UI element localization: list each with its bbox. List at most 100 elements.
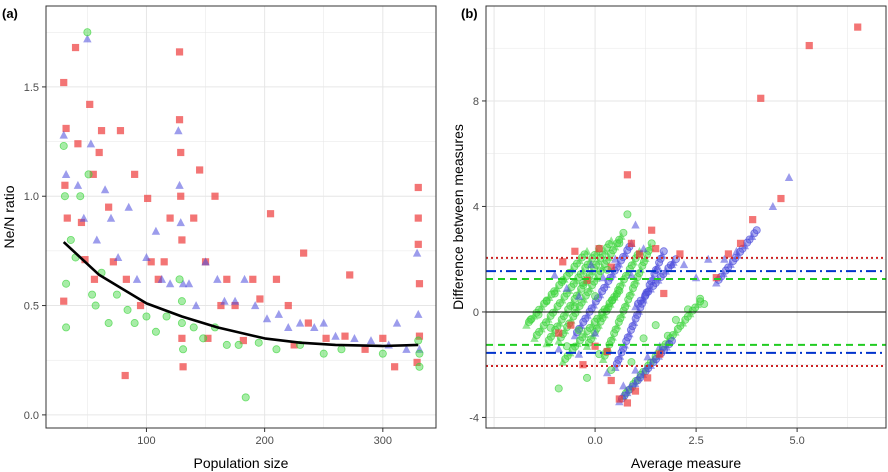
triangle-point bbox=[174, 126, 183, 135]
square-point bbox=[571, 247, 579, 255]
circle-point bbox=[627, 358, 636, 367]
circle-point bbox=[76, 192, 85, 201]
square-point bbox=[204, 334, 212, 342]
triangle-point bbox=[213, 274, 222, 283]
circle-point bbox=[112, 290, 121, 299]
square-point bbox=[391, 363, 399, 371]
circle-point bbox=[123, 305, 132, 314]
triangle-point bbox=[274, 309, 284, 318]
band-point bbox=[615, 286, 624, 295]
y-tick-label: 4 bbox=[473, 201, 479, 213]
circle-point bbox=[175, 275, 184, 284]
circle-point bbox=[222, 340, 231, 349]
square-point bbox=[300, 249, 308, 257]
circle-point bbox=[84, 170, 93, 179]
triangle-point bbox=[704, 254, 713, 263]
triangle-point bbox=[331, 331, 340, 340]
square-point bbox=[86, 100, 94, 108]
triangle-point bbox=[402, 344, 411, 353]
square-point bbox=[712, 274, 720, 282]
triangle-point bbox=[590, 328, 600, 337]
circle-point bbox=[700, 300, 709, 309]
square-point bbox=[623, 171, 632, 179]
square-point bbox=[272, 275, 281, 283]
square-point bbox=[71, 43, 80, 52]
square-point bbox=[63, 214, 71, 222]
circle-point bbox=[378, 349, 387, 358]
x-tick-label: 2.5 bbox=[688, 435, 703, 447]
triangle-point bbox=[667, 260, 677, 269]
square-point bbox=[147, 258, 155, 266]
triangle-point bbox=[562, 283, 572, 292]
square-point bbox=[239, 336, 247, 345]
plot-area-a bbox=[46, 6, 436, 428]
triangle-point bbox=[73, 180, 83, 189]
square-point bbox=[160, 258, 168, 266]
circle-point bbox=[130, 319, 139, 328]
band-point bbox=[649, 358, 658, 367]
square-point bbox=[256, 295, 264, 303]
circle-point bbox=[583, 373, 592, 382]
triangle-point bbox=[100, 185, 110, 194]
square-point bbox=[116, 127, 125, 135]
square-point bbox=[81, 256, 89, 264]
square-point bbox=[77, 218, 86, 227]
circle-point bbox=[62, 279, 71, 288]
x-tick-label: 100 bbox=[137, 435, 155, 447]
panel-a: 100 200 300 0.0 0.5 1.0 1.5 (a) Population siz… bbox=[1, 5, 437, 471]
triangle-point bbox=[86, 139, 96, 148]
triangle-point bbox=[175, 180, 184, 189]
square-point bbox=[676, 250, 684, 258]
triangle-point bbox=[643, 352, 652, 361]
circle-point bbox=[319, 349, 328, 358]
square-point bbox=[178, 334, 186, 342]
panel-label-b: (b) bbox=[461, 6, 478, 21]
circle-point bbox=[696, 294, 705, 303]
circle-point bbox=[684, 305, 693, 314]
triangle-point bbox=[768, 202, 778, 211]
triangle-point bbox=[412, 248, 422, 257]
square-point bbox=[603, 347, 611, 356]
circle-point bbox=[177, 319, 186, 328]
circle-point bbox=[550, 289, 559, 298]
circle-point bbox=[337, 345, 346, 354]
triangle-point bbox=[611, 254, 620, 263]
y-tick-label: 0.0 bbox=[24, 410, 39, 422]
triangle-point bbox=[262, 314, 272, 323]
square-point bbox=[179, 363, 187, 371]
square-point bbox=[266, 210, 275, 218]
triangle-point bbox=[113, 253, 123, 262]
square-point bbox=[61, 181, 69, 189]
triangle-point bbox=[574, 349, 584, 358]
circle-point bbox=[88, 290, 97, 299]
band-point bbox=[619, 228, 628, 237]
circle-point bbox=[534, 310, 543, 319]
square-point bbox=[736, 239, 745, 247]
triangle-point bbox=[142, 253, 151, 262]
square-point bbox=[97, 127, 106, 135]
triangle-point bbox=[250, 301, 260, 310]
square-point bbox=[190, 214, 198, 222]
y-tick-label: 1.5 bbox=[24, 82, 39, 94]
square-point bbox=[379, 334, 387, 342]
circle-point bbox=[671, 315, 680, 324]
circle-point bbox=[562, 342, 571, 351]
square-point bbox=[304, 319, 312, 327]
square-point bbox=[196, 166, 204, 174]
square-point bbox=[414, 214, 422, 222]
square-point bbox=[414, 240, 422, 248]
circle-point bbox=[142, 312, 151, 321]
square-point bbox=[724, 250, 733, 258]
square-point bbox=[854, 23, 862, 31]
circle-point bbox=[578, 278, 587, 287]
circle-point bbox=[554, 384, 563, 393]
triangle-point bbox=[184, 279, 194, 288]
square-point bbox=[177, 148, 185, 157]
circle-point bbox=[603, 265, 612, 274]
triangle-point bbox=[61, 169, 71, 178]
triangle-point bbox=[310, 323, 319, 332]
square-point bbox=[175, 48, 184, 56]
square-point bbox=[95, 148, 103, 157]
triangle-point bbox=[639, 244, 648, 253]
triangle-point bbox=[79, 213, 89, 222]
